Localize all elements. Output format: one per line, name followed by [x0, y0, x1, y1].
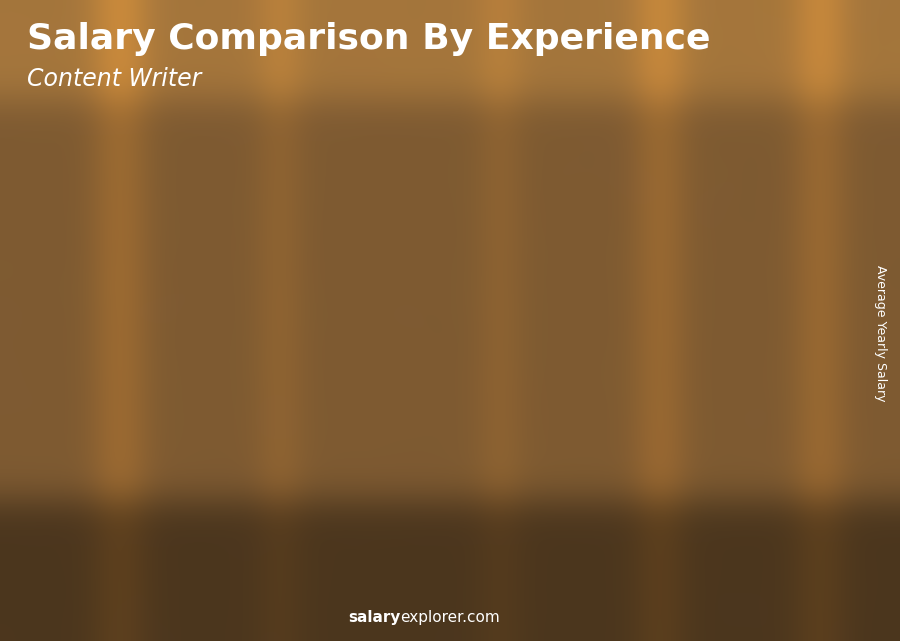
Polygon shape	[330, 303, 401, 551]
Polygon shape	[458, 249, 529, 551]
Text: 87,900 USD: 87,900 USD	[353, 322, 444, 337]
Text: +6%: +6%	[531, 171, 584, 190]
Bar	[724, 47, 842, 52]
Polygon shape	[715, 194, 795, 204]
Text: 123,000 USD: 123,000 USD	[699, 223, 799, 238]
Bar	[724, 28, 842, 32]
Text: +42%: +42%	[268, 233, 336, 253]
Polygon shape	[529, 240, 539, 551]
Text: salary: salary	[348, 610, 400, 625]
Text: 107,000 USD: 107,000 USD	[481, 269, 581, 283]
Text: 113,000 USD: 113,000 USD	[608, 251, 709, 267]
Polygon shape	[330, 294, 411, 303]
Polygon shape	[145, 415, 156, 551]
Bar	[724, 77, 842, 81]
Bar	[724, 72, 842, 77]
Bar	[724, 42, 842, 47]
Bar	[724, 22, 771, 57]
Bar	[724, 52, 842, 57]
Bar	[724, 37, 842, 42]
Bar	[724, 32, 842, 37]
Polygon shape	[75, 425, 145, 551]
Polygon shape	[587, 222, 667, 233]
Polygon shape	[657, 222, 667, 551]
Polygon shape	[202, 367, 284, 377]
Text: Average Yearly Salary: Average Yearly Salary	[874, 265, 886, 401]
Text: Salary Comparison By Experience: Salary Comparison By Experience	[27, 22, 710, 56]
Bar	[724, 57, 842, 62]
Text: 44,800 USD: 44,800 USD	[69, 444, 160, 459]
Polygon shape	[75, 415, 156, 425]
Bar	[724, 62, 842, 67]
Text: 61,800 USD: 61,800 USD	[225, 396, 316, 411]
Polygon shape	[273, 367, 284, 551]
Polygon shape	[785, 194, 795, 551]
Polygon shape	[715, 204, 785, 551]
Bar	[724, 81, 842, 87]
Polygon shape	[401, 294, 411, 551]
Polygon shape	[587, 233, 657, 551]
Polygon shape	[458, 240, 539, 249]
Text: explorer.com: explorer.com	[400, 610, 500, 625]
Text: +22%: +22%	[396, 174, 464, 194]
Bar	[724, 67, 842, 72]
Bar	[724, 22, 842, 28]
Polygon shape	[202, 377, 273, 551]
Text: +38%: +38%	[140, 317, 208, 337]
Text: Content Writer: Content Writer	[27, 67, 202, 91]
Text: +9%: +9%	[659, 142, 712, 162]
